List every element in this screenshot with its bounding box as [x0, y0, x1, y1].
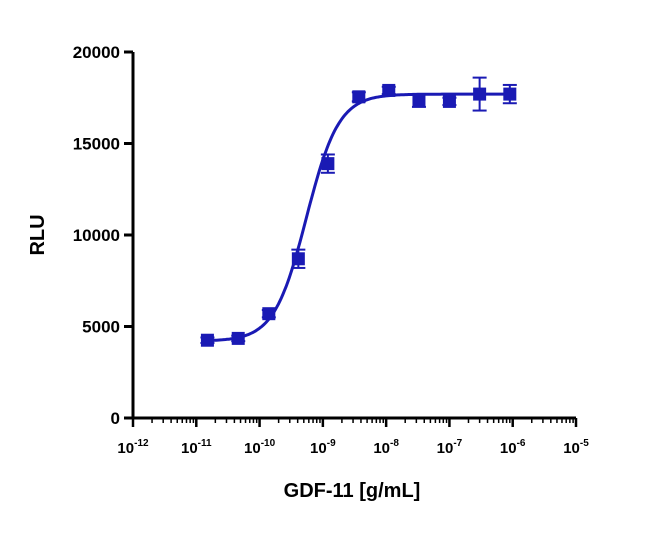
- x-tick-label: 10-9: [310, 438, 336, 457]
- x-tick-label: 10-5: [563, 438, 589, 457]
- data-point: [503, 87, 517, 101]
- x-tick-label: 10-6: [500, 438, 526, 457]
- fit-curve: [207, 92, 510, 343]
- data-point: [412, 93, 426, 107]
- data-point: [442, 94, 456, 108]
- x-tick-label: 10-10: [244, 438, 276, 457]
- x-tick-label: 10-7: [437, 438, 463, 457]
- x-tick-label: 10-11: [181, 438, 212, 457]
- x-tick-label: 10-12: [117, 438, 149, 457]
- plot-area: [200, 76, 517, 347]
- data-point: [352, 90, 366, 104]
- y-tick-label: 5000: [82, 318, 120, 337]
- data-point: [382, 83, 396, 97]
- data-point: [321, 157, 335, 171]
- x-tick-label: 10-8: [373, 438, 399, 457]
- y-axis-title: RLU: [27, 214, 49, 255]
- y-tick-label: 0: [111, 409, 120, 428]
- data-point: [291, 252, 305, 266]
- data-point: [473, 87, 487, 101]
- y-tick-label: 10000: [73, 226, 120, 245]
- axes: 0 5000 10000 15000 20000 10-12 10-11 10-10 10-9 1…: [73, 43, 590, 457]
- x-axis-title: GDF-11 [g/mL]: [284, 480, 421, 502]
- data-point: [262, 307, 276, 321]
- data-point: [231, 331, 245, 345]
- y-tick-label: 20000: [73, 43, 120, 62]
- y-tick-label: 15000: [73, 135, 120, 154]
- data-point: [200, 333, 214, 347]
